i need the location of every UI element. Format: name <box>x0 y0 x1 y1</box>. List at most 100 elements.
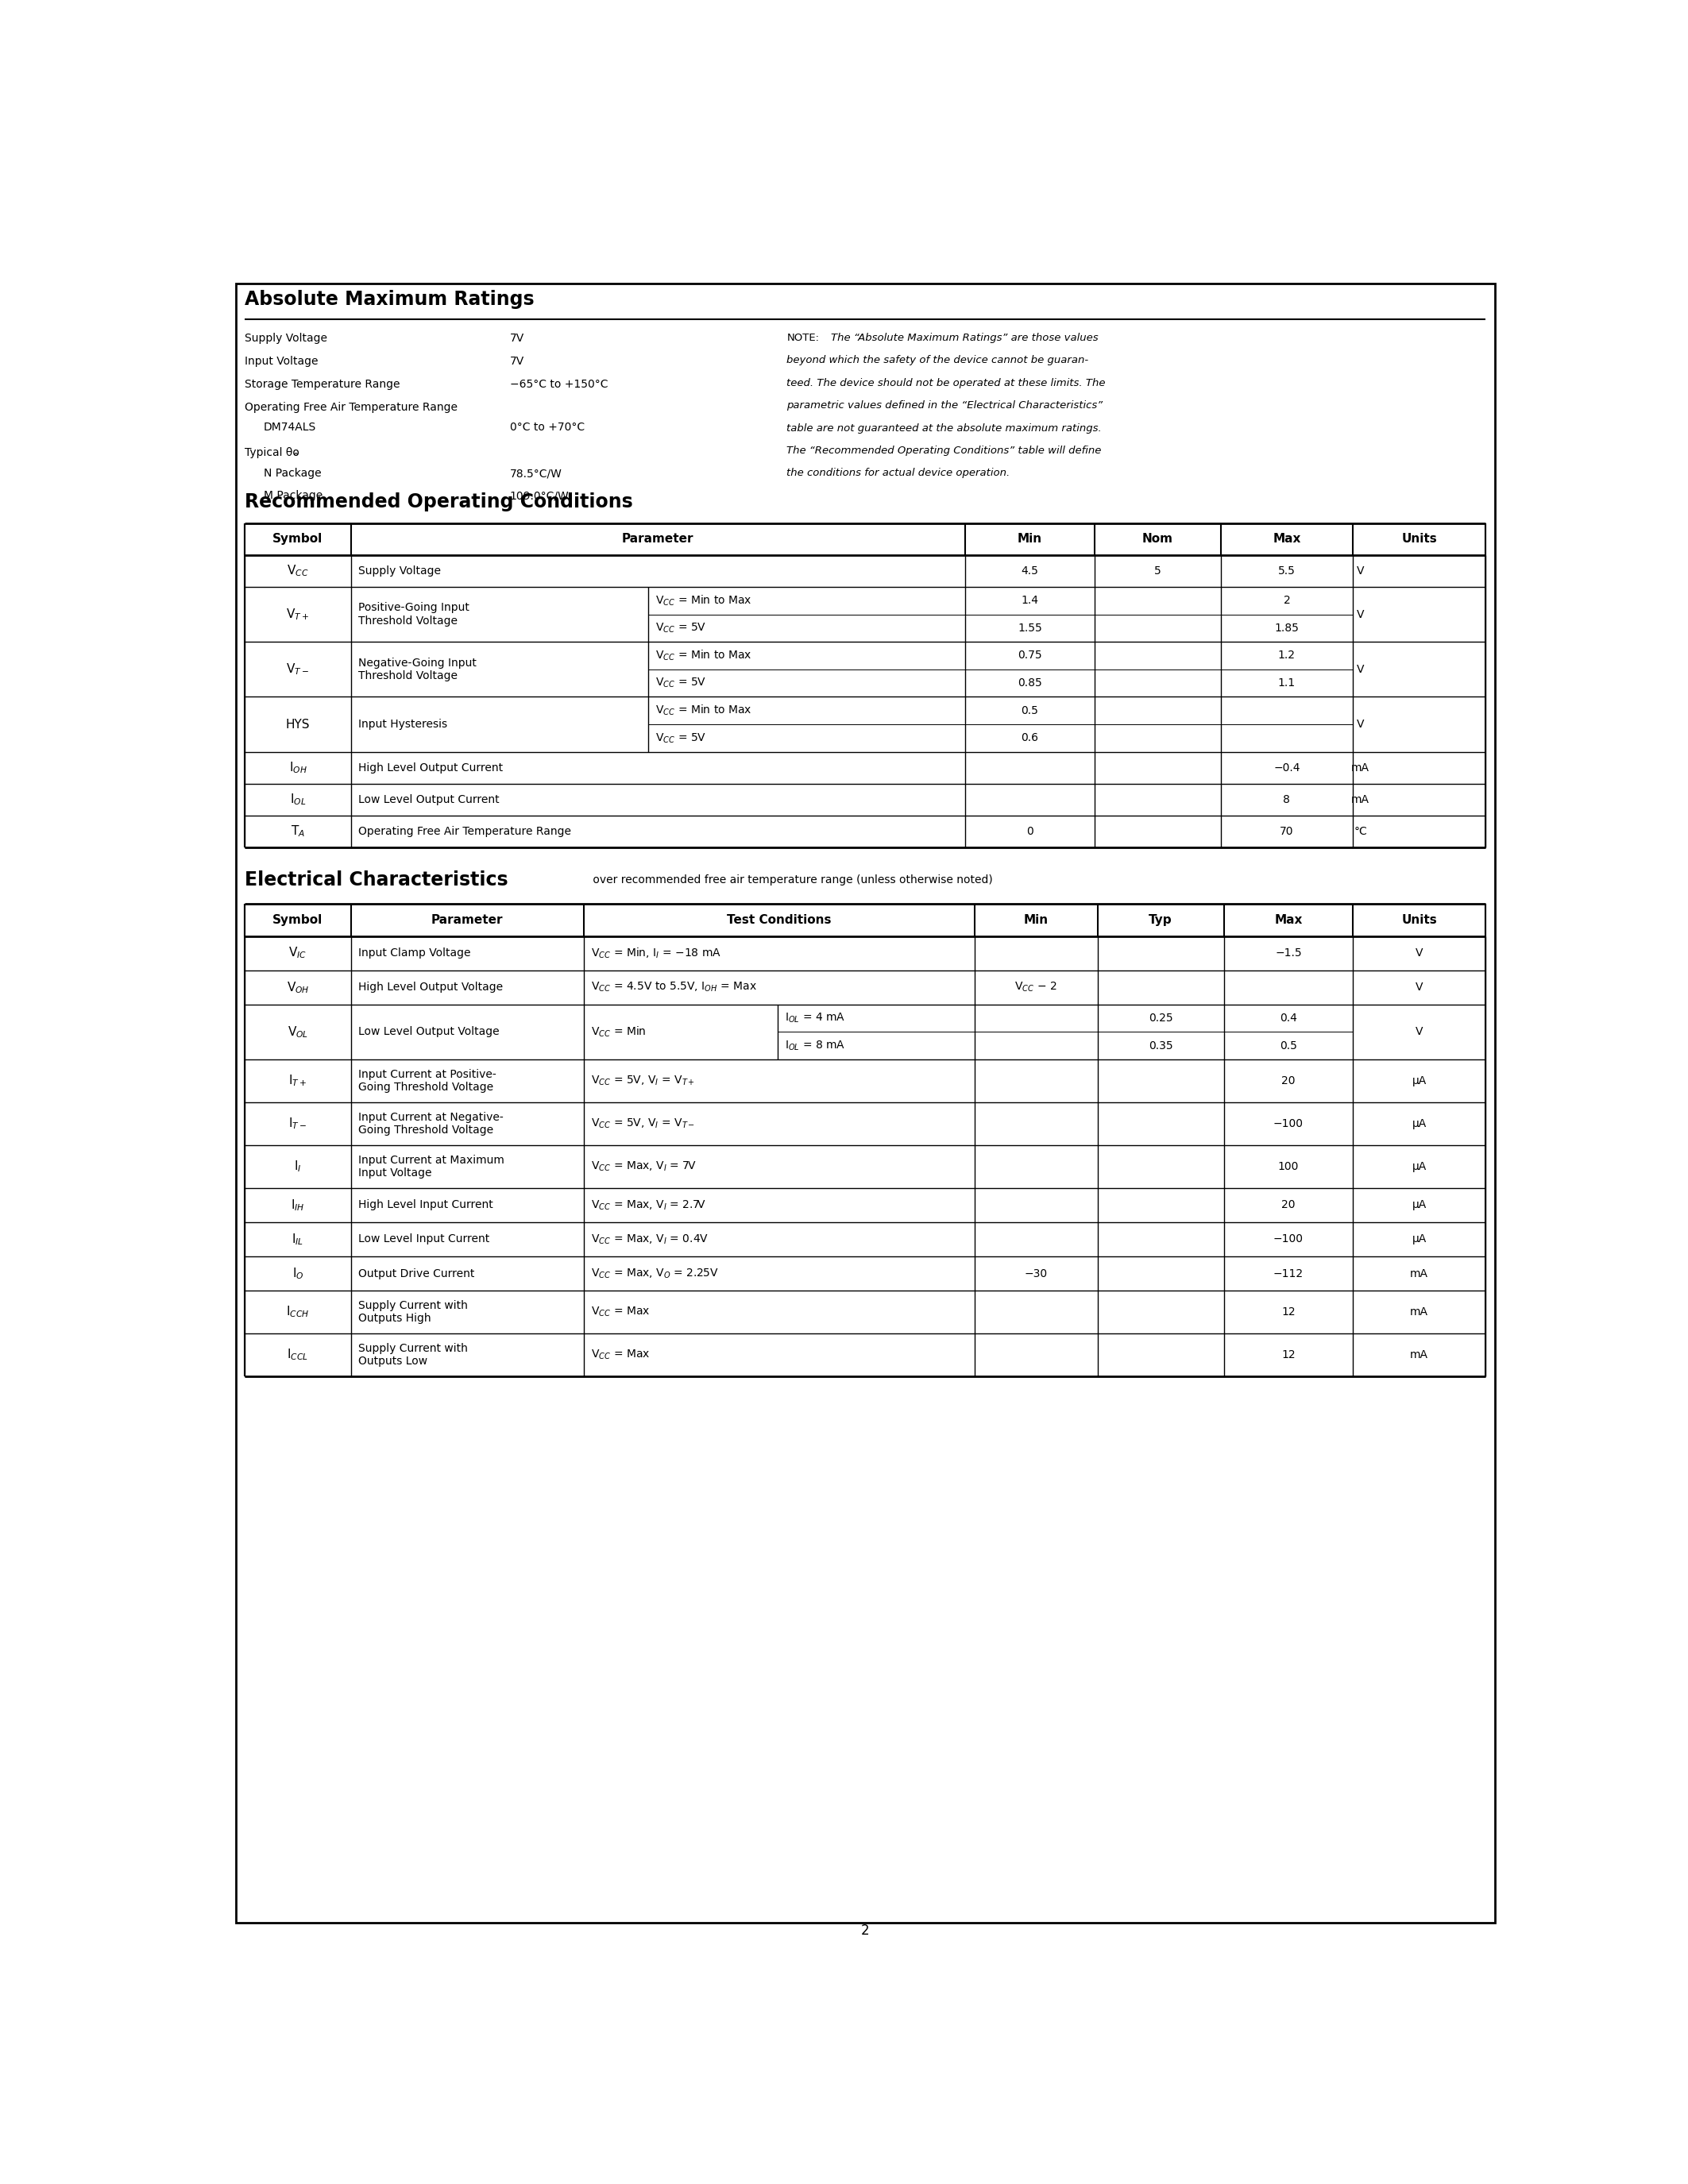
Text: Typ: Typ <box>1150 915 1173 926</box>
Text: μA: μA <box>1411 1234 1426 1245</box>
Text: V$_{CC}$ = Max, V$_O$ = 2.25V: V$_{CC}$ = Max, V$_O$ = 2.25V <box>591 1267 719 1280</box>
Text: Symbol: Symbol <box>273 533 322 546</box>
Text: 0.5: 0.5 <box>1021 705 1038 716</box>
Text: over recommended free air temperature range (unless otherwise noted): over recommended free air temperature ra… <box>589 874 993 885</box>
Text: V$_{CC}$ = Min: V$_{CC}$ = Min <box>591 1024 647 1040</box>
Text: Low Level Input Current: Low Level Input Current <box>358 1234 490 1245</box>
Text: Recommended Operating Conditions: Recommended Operating Conditions <box>245 494 633 511</box>
Text: 2: 2 <box>861 1924 869 1937</box>
Text: 20: 20 <box>1281 1075 1295 1085</box>
Text: I$_O$: I$_O$ <box>292 1267 304 1282</box>
Text: Typical θⱺ: Typical θⱺ <box>245 448 299 459</box>
Text: Symbol: Symbol <box>273 915 322 926</box>
Text: V$_{CC}$ = 5V, V$_I$ = V$_{T-}$: V$_{CC}$ = 5V, V$_I$ = V$_{T-}$ <box>591 1118 695 1131</box>
Text: Test Conditions: Test Conditions <box>726 915 830 926</box>
Text: High Level Output Current: High Level Output Current <box>358 762 503 773</box>
Text: μA: μA <box>1411 1162 1426 1173</box>
Text: Input Hysteresis: Input Hysteresis <box>358 719 447 729</box>
Text: V$_{CC}$ = Max: V$_{CC}$ = Max <box>591 1348 650 1361</box>
Text: parametric values defined in the “Electrical Characteristics”: parametric values defined in the “Electr… <box>787 400 1102 411</box>
Text: 0°C to +70°C: 0°C to +70°C <box>510 422 584 432</box>
Text: V$_{CC}$ = Min to Max: V$_{CC}$ = Min to Max <box>655 703 753 719</box>
Text: °C: °C <box>1354 826 1367 836</box>
Text: 2: 2 <box>1283 594 1290 607</box>
Text: V$_{CC}$ = 5V: V$_{CC}$ = 5V <box>655 732 707 745</box>
Text: Min: Min <box>1023 915 1048 926</box>
Text: Storage Temperature Range: Storage Temperature Range <box>245 378 400 391</box>
Text: V$_{CC}$ = Min, I$_I$ = −18 mA: V$_{CC}$ = Min, I$_I$ = −18 mA <box>591 946 721 961</box>
Text: 12: 12 <box>1281 1306 1295 1317</box>
Text: Input Clamp Voltage: Input Clamp Voltage <box>358 948 471 959</box>
Text: 0.4: 0.4 <box>1280 1013 1296 1024</box>
Text: M Package: M Package <box>263 489 322 502</box>
Text: V$_{CC}$ = 5V: V$_{CC}$ = 5V <box>655 677 707 690</box>
Text: The “Absolute Maximum Ratings” are those values: The “Absolute Maximum Ratings” are those… <box>830 332 1099 343</box>
Text: V$_{T-}$: V$_{T-}$ <box>287 662 309 677</box>
Text: V$_{CC}$ = 4.5V to 5.5V, I$_{OH}$ = Max: V$_{CC}$ = 4.5V to 5.5V, I$_{OH}$ = Max <box>591 981 756 994</box>
Text: 0.6: 0.6 <box>1021 732 1038 745</box>
Text: The “Recommended Operating Conditions” table will define: The “Recommended Operating Conditions” t… <box>787 446 1102 456</box>
Text: Parameter: Parameter <box>430 915 503 926</box>
Text: Input Current at Maximum
Input Voltage: Input Current at Maximum Input Voltage <box>358 1155 505 1179</box>
Text: −0.4: −0.4 <box>1273 762 1300 773</box>
Text: 1.55: 1.55 <box>1018 622 1041 633</box>
Text: V$_{CC}$ = Max, V$_I$ = 0.4V: V$_{CC}$ = Max, V$_I$ = 0.4V <box>591 1232 709 1245</box>
Text: I$_{T-}$: I$_{T-}$ <box>289 1116 307 1131</box>
Text: Positive-Going Input
Threshold Voltage: Positive-Going Input Threshold Voltage <box>358 603 469 627</box>
Text: 100: 100 <box>1278 1162 1298 1173</box>
Text: Input Voltage: Input Voltage <box>245 356 319 367</box>
Text: High Level Output Voltage: High Level Output Voltage <box>358 983 503 994</box>
Text: V: V <box>1415 948 1423 959</box>
Text: I$_{IH}$: I$_{IH}$ <box>290 1197 306 1212</box>
Text: Low Level Output Voltage: Low Level Output Voltage <box>358 1026 500 1037</box>
Text: beyond which the safety of the device cannot be guaran-: beyond which the safety of the device ca… <box>787 356 1089 365</box>
Text: the conditions for actual device operation.: the conditions for actual device operati… <box>787 467 1009 478</box>
Text: Max: Max <box>1274 915 1303 926</box>
Text: Electrical Characteristics: Electrical Characteristics <box>245 871 508 889</box>
Text: −100: −100 <box>1273 1118 1303 1129</box>
Text: −65°C to +150°C: −65°C to +150°C <box>510 378 608 391</box>
Text: High Level Input Current: High Level Input Current <box>358 1199 493 1210</box>
Text: −1.5: −1.5 <box>1274 948 1301 959</box>
Text: Operating Free Air Temperature Range: Operating Free Air Temperature Range <box>245 402 457 413</box>
Text: 0: 0 <box>1026 826 1033 836</box>
Text: V$_{IC}$: V$_{IC}$ <box>289 946 307 961</box>
Text: Negative-Going Input
Threshold Voltage: Negative-Going Input Threshold Voltage <box>358 657 476 681</box>
Text: I$_{OL}$: I$_{OL}$ <box>290 793 306 808</box>
Text: μA: μA <box>1411 1075 1426 1085</box>
Text: 8: 8 <box>1283 795 1290 806</box>
Text: 4.5: 4.5 <box>1021 566 1038 577</box>
Text: V: V <box>1357 609 1364 620</box>
Text: V$_{CC}$ = Min to Max: V$_{CC}$ = Min to Max <box>655 649 753 662</box>
Text: Units: Units <box>1401 915 1436 926</box>
Text: V$_{T+}$: V$_{T+}$ <box>287 607 309 622</box>
Text: 0.5: 0.5 <box>1280 1040 1296 1051</box>
Text: V$_{CC}$ = Max: V$_{CC}$ = Max <box>591 1306 650 1319</box>
Text: V$_{CC}$ = 5V: V$_{CC}$ = 5V <box>655 622 707 636</box>
Text: V$_{CC}$ = Max, V$_I$ = 2.7V: V$_{CC}$ = Max, V$_I$ = 2.7V <box>591 1199 706 1212</box>
Text: Output Drive Current: Output Drive Current <box>358 1269 474 1280</box>
Text: NOTE:: NOTE: <box>787 332 819 343</box>
Text: Nom: Nom <box>1143 533 1173 546</box>
Text: HYS: HYS <box>285 719 311 729</box>
Text: Min: Min <box>1018 533 1041 546</box>
Text: T$_A$: T$_A$ <box>290 823 306 839</box>
Text: mA: mA <box>1409 1306 1428 1317</box>
Text: V: V <box>1415 983 1423 994</box>
Text: 7V: 7V <box>510 332 523 343</box>
Text: 0.75: 0.75 <box>1018 651 1041 662</box>
Text: I$_{OL}$ = 4 mA: I$_{OL}$ = 4 mA <box>785 1011 846 1024</box>
Text: 1.85: 1.85 <box>1274 622 1300 633</box>
Text: I$_{CCH}$: I$_{CCH}$ <box>287 1304 309 1319</box>
Text: 1.1: 1.1 <box>1278 677 1296 688</box>
Text: Max: Max <box>1273 533 1301 546</box>
Text: V$_{OL}$: V$_{OL}$ <box>287 1024 309 1040</box>
Text: −30: −30 <box>1025 1269 1048 1280</box>
Text: teed. The device should not be operated at these limits. The: teed. The device should not be operated … <box>787 378 1106 389</box>
Text: 0.85: 0.85 <box>1018 677 1041 688</box>
Text: Supply Current with
Outputs Low: Supply Current with Outputs Low <box>358 1343 468 1367</box>
Text: Parameter: Parameter <box>621 533 694 546</box>
Text: Supply Voltage: Supply Voltage <box>358 566 441 577</box>
Text: V: V <box>1357 719 1364 729</box>
Text: table are not guaranteed at the absolute maximum ratings.: table are not guaranteed at the absolute… <box>787 424 1102 432</box>
